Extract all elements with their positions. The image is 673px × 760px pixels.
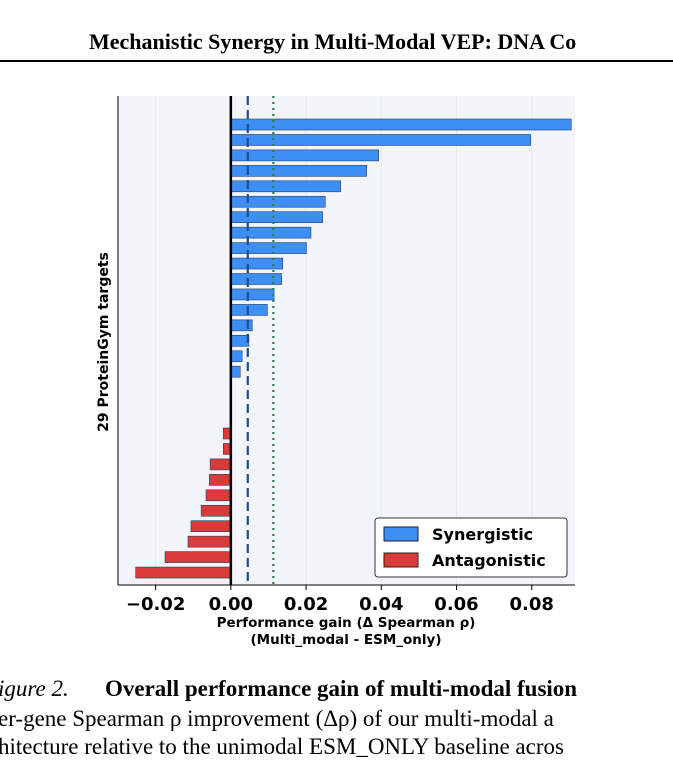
bar xyxy=(200,504,232,517)
bar xyxy=(209,474,232,486)
x-tick-label: 0.08 xyxy=(510,594,554,615)
plot-background xyxy=(118,96,575,585)
grid-lines xyxy=(155,96,533,585)
legend-label-synergistic: Synergistic xyxy=(432,525,533,544)
bar xyxy=(187,535,232,548)
x-tick-label: −0.02 xyxy=(126,594,186,615)
bar xyxy=(230,165,367,177)
x-axis-label-line2: (Multi_modal - ESM_only) xyxy=(250,632,441,648)
reference-lines xyxy=(246,96,275,585)
bar xyxy=(230,226,312,239)
bar xyxy=(135,566,232,579)
x-tick-label: 0.02 xyxy=(284,594,328,615)
x-tick-label: 0.04 xyxy=(359,594,403,615)
legend-swatch-antagonistic xyxy=(383,552,419,568)
plot-area xyxy=(118,96,575,585)
x-tick-labels: −0.02 0.00 0.02 0.04 0.06 0.08 xyxy=(126,585,554,615)
bar xyxy=(230,134,531,146)
bar xyxy=(230,118,572,131)
bar xyxy=(230,365,241,378)
page-header-title: Mechanistic Synergy in Multi-Modal VEP: … xyxy=(89,29,577,54)
caption-title: Overall performance gain of multi-modal … xyxy=(105,676,578,701)
bar xyxy=(230,288,275,301)
bar xyxy=(230,211,323,223)
caption-line-3: hitecture relative to the unimodal ESM_O… xyxy=(0,734,564,759)
x-axis-label-line1: Performance gain (Δ Spearman ρ) xyxy=(217,615,476,631)
bar xyxy=(230,319,253,332)
legend-swatch-synergistic xyxy=(383,526,419,542)
bar-chart: −0.02 0.00 0.02 0.04 0.06 0.08 29 ProteinGym … xyxy=(96,96,575,648)
caption-line-2: er-gene Spearman ρ improvement (Δρ) of o… xyxy=(0,706,554,731)
bar xyxy=(190,520,232,533)
bar xyxy=(230,350,243,363)
legend-label-antagonistic: Antagonistic xyxy=(432,551,546,570)
bar xyxy=(230,304,268,316)
legend-frame xyxy=(374,517,568,578)
caption-label: igure 2. xyxy=(0,676,69,701)
y-axis-label: 29 ProteinGym targets xyxy=(96,252,112,432)
bar xyxy=(230,334,250,347)
bar xyxy=(230,257,284,270)
axes xyxy=(117,96,575,586)
x-tick-label: 0.06 xyxy=(434,594,478,615)
bar xyxy=(209,458,232,471)
bar xyxy=(230,149,379,162)
bar xyxy=(230,195,326,208)
bar xyxy=(205,489,232,502)
legend: Synergistic Antagonistic xyxy=(374,517,568,578)
header-rule xyxy=(0,60,673,62)
bar xyxy=(164,551,232,563)
bar xyxy=(230,242,307,254)
x-tick-label: 0.00 xyxy=(209,594,253,615)
